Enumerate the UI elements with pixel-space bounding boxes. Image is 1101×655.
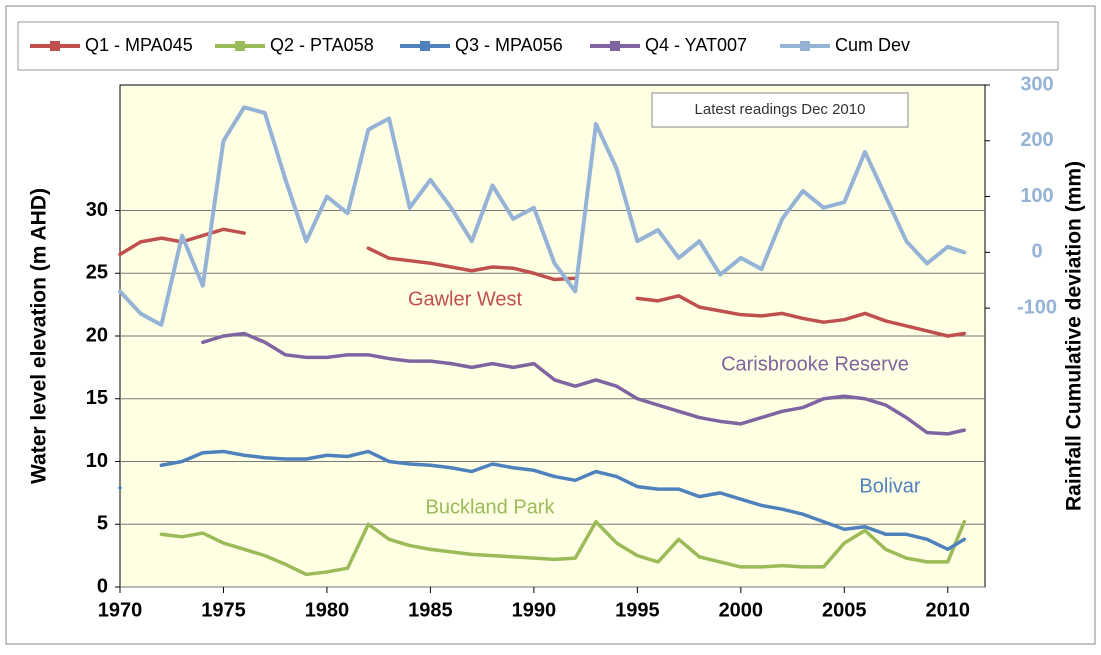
annotation: Carisbrooke Reserve <box>721 353 909 375</box>
x-tick-label: 1980 <box>305 599 350 621</box>
x-tick-label: 2005 <box>822 599 867 621</box>
legend-marker <box>800 41 810 51</box>
y-axis-title: Water level elevation (m AHD) <box>28 188 51 484</box>
y-tick-label: 30 <box>86 199 108 221</box>
note: Latest readings Dec 2010 <box>695 101 866 118</box>
x-tick-label: 1995 <box>615 599 660 621</box>
y2-tick-label: -100 <box>1017 296 1057 318</box>
legend-label: Q4 - YAT007 <box>645 35 747 55</box>
series-line <box>118 105 967 327</box>
legend-marker <box>420 41 430 51</box>
x-tick-label: 1975 <box>201 599 246 621</box>
legend-marker <box>610 41 620 51</box>
legend-label: Q2 - PTA058 <box>270 35 374 55</box>
y2-tick-label: 0 <box>1031 241 1042 263</box>
x-tick-label: 2010 <box>926 599 971 621</box>
series-line <box>118 449 967 552</box>
y2-tick-label: 300 <box>1020 73 1053 95</box>
legend-label: Q3 - MPA056 <box>455 35 563 55</box>
x-tick-label: 1990 <box>512 599 557 621</box>
legend-marker <box>235 41 245 51</box>
series-line <box>201 331 967 436</box>
y-tick-label: 5 <box>97 513 108 535</box>
x-tick-label: 1970 <box>98 599 143 621</box>
annotation: Buckland Park <box>426 496 556 518</box>
annotation: Gawler West <box>408 288 523 310</box>
series-line <box>159 519 967 577</box>
legend-marker <box>50 41 60 51</box>
legend-label: Q1 - MPA045 <box>85 35 193 55</box>
x-tick-label: 2000 <box>719 599 764 621</box>
y-tick-label: 20 <box>86 324 108 346</box>
y-tick-label: 15 <box>86 387 108 409</box>
y-tick-label: 10 <box>86 450 108 472</box>
x-tick-label: 1985 <box>408 599 453 621</box>
note-box <box>651 92 909 128</box>
y2-tick-label: 200 <box>1020 129 1053 151</box>
y2-tick-label: 100 <box>1020 185 1053 207</box>
y-tick-label: 25 <box>86 262 108 284</box>
y-tick-label: 0 <box>97 575 108 597</box>
y2-axis-title: Rainfall Cumulative deviation (mm) <box>1063 161 1086 511</box>
annotation: Bolivar <box>859 475 920 497</box>
legend-box <box>17 21 1059 71</box>
legend-label: Cum Dev <box>835 35 910 55</box>
